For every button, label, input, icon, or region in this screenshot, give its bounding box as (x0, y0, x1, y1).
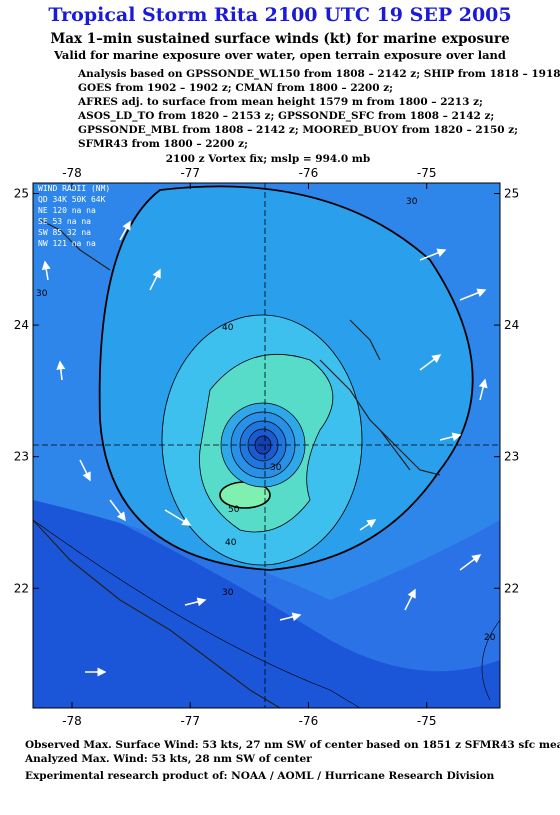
analysis: Analysis based on GPSSONDE_WL150 from 18… (77, 68, 560, 150)
contour-label: 40 (225, 538, 237, 548)
contour-label: 30 (222, 588, 234, 598)
contour-label: 30 (270, 463, 282, 473)
map-frame (32, 182, 501, 709)
analysis-line: Analysis based on GPSSONDE_WL150 from 18… (77, 68, 560, 81)
x-tick-label: -75 (417, 166, 437, 180)
x-tick-label: -77 (180, 714, 200, 728)
contour-label: 40 (222, 323, 234, 333)
title: Tropical Storm Rita 2100 UTC 19 SEP 2005 (48, 4, 511, 26)
y-tick-label: 23 (14, 450, 29, 464)
x-tick-label: -77 (180, 166, 200, 180)
analyzed: Analyzed Max. Wind: 53 kts, 28 nm SW of … (24, 753, 312, 765)
subtitle: Max 1–min sustained surface winds (kt) f… (50, 31, 509, 47)
contour-label: 30 (36, 289, 48, 299)
x-tick-label: -78 (62, 166, 82, 180)
x-tick-label: -76 (299, 714, 319, 728)
radii-line: WIND RADII (NM) (38, 184, 110, 193)
y-tick-label: 23 (504, 450, 519, 464)
x-tick-label: -76 (299, 166, 319, 180)
observed: Observed Max. Surface Wind: 53 kts, 27 n… (25, 739, 560, 751)
analysis-line: ASOS_LD_TO from 1820 – 2153 z; GPSSONDE_… (77, 110, 494, 123)
y-tick-label: 24 (14, 318, 29, 332)
credit: Experimental research product of: NOAA /… (25, 770, 495, 782)
radii-line: SE 53 na na (38, 217, 91, 226)
vortex-fix: 2100 z Vortex fix; mslp = 994.0 mb (166, 153, 371, 165)
wind-radii: WIND RADII (NM) QD 34K 50K 64K NE 120 na… (38, 184, 110, 248)
y-tick-label: 25 (504, 187, 519, 201)
radii-line: NE 120 na na (38, 206, 96, 215)
y-tick-label: 22 (504, 581, 519, 595)
y-tick-label: 25 (14, 187, 29, 201)
footer: Observed Max. Surface Wind: 53 kts, 27 n… (24, 739, 560, 782)
x-tick-label: -78 (62, 714, 82, 728)
radii-line: SW 85 32 na (38, 228, 91, 237)
radii-line: NW 121 na na (38, 239, 96, 248)
contour-label: 20 (484, 633, 496, 643)
analysis-line: GPSSONDE_MBL from 1808 – 2142 z; MOORED_… (78, 124, 518, 137)
contour-label: 30 (406, 197, 418, 207)
axes: -78 -78 -77 -77 -76 -76 -75 -75 22 22 23 23 24 24 25 25 (14, 166, 520, 728)
analysis-line: SFMR43 from 1800 – 2200 z; (78, 138, 248, 150)
analysis-line: GOES from 1902 – 1902 z; CMAN from 1800 … (78, 82, 393, 94)
map-field (33, 183, 500, 708)
analysis-line: AFRES adj. to surface from mean height 1… (77, 96, 483, 108)
y-tick-label: 22 (14, 581, 29, 595)
y-tick-label: 24 (504, 318, 519, 332)
radii-line: QD 34K 50K 64K (38, 195, 106, 204)
validity: Valid for marine exposure over water, op… (53, 48, 506, 62)
contour-label: 50 (228, 505, 240, 515)
x-tick-label: -75 (417, 714, 437, 728)
